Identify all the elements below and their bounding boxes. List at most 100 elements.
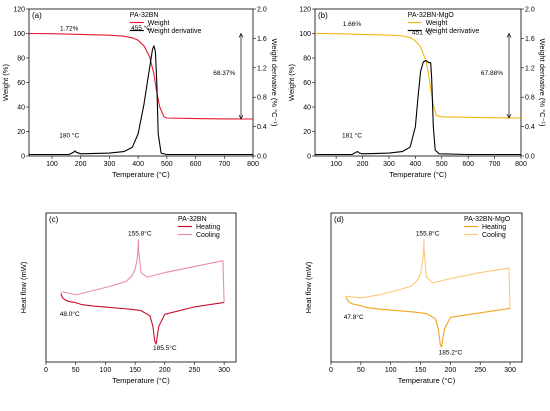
series-line-2 bbox=[345, 239, 511, 309]
arrow-head-down bbox=[238, 114, 244, 120]
x-tick-label: 150 bbox=[415, 367, 427, 374]
annotation-label: 155.8°C bbox=[128, 229, 152, 237]
legend-title: PA-32BN bbox=[130, 12, 159, 19]
chart-panel-3: (c) 0 50 100 150 200 250 300 Temperature (°C) Hea… bbox=[19, 212, 237, 385]
x-axis-label: Temperature (°C) bbox=[112, 170, 170, 179]
y-axis-label: Weight (%) bbox=[1, 64, 10, 101]
y-tick-label: 0 bbox=[307, 154, 311, 161]
annotation-label: 1.66% bbox=[343, 21, 362, 28]
series-line-2 bbox=[29, 45, 253, 156]
legend-entry-label: Weight bbox=[426, 20, 448, 27]
x-tick-label: 200 bbox=[159, 367, 171, 374]
x-tick-label: 250 bbox=[474, 367, 486, 374]
y2-tick-label: 0.0 bbox=[525, 154, 535, 161]
legend-title: PA-32BN-MgO bbox=[408, 12, 455, 19]
y-tick-label: 20 bbox=[17, 129, 25, 136]
arrow-head-up bbox=[506, 32, 512, 38]
chart-panel-4: (d) 0 50 100 150 200 250 300 Temperature (°C) Hea… bbox=[304, 212, 523, 385]
legend-entry-label: Cooling bbox=[482, 232, 506, 239]
legend-entry-label: Cooling bbox=[196, 232, 220, 239]
y-tick-label: 0 bbox=[21, 154, 25, 161]
y-tick-label: 40 bbox=[17, 105, 25, 112]
series-line-1 bbox=[345, 296, 511, 348]
x-tick-label: 300 bbox=[504, 367, 516, 374]
x-tick-label: 250 bbox=[189, 367, 201, 374]
annotation-label: 47.8°C bbox=[344, 313, 364, 321]
y-axis-label: Heat flow (mW) bbox=[19, 261, 28, 313]
legend-entry-label: Heating bbox=[482, 224, 506, 231]
annotation-label: 68.37% bbox=[213, 70, 235, 77]
x-tick-label: 300 bbox=[218, 367, 230, 374]
annotation-label: 155.8°C bbox=[416, 229, 440, 237]
y2-tick-label: 0.8 bbox=[525, 95, 535, 102]
x-tick-label: 100 bbox=[100, 367, 112, 374]
annotation-label: 455 °C bbox=[131, 24, 151, 32]
x-tick-label: 200 bbox=[75, 161, 87, 168]
panel-label: (a) bbox=[32, 11, 42, 20]
x-tick-label: 700 bbox=[218, 161, 230, 168]
x-tick-label: 300 bbox=[104, 161, 116, 168]
y-tick-label: 100 bbox=[13, 31, 25, 38]
arrow-head-down bbox=[506, 113, 512, 119]
x-axis-label: Temperature (°C) bbox=[112, 376, 170, 385]
annotation-label: 180 °C bbox=[59, 132, 79, 140]
y-axis-label: Heat flow (mW) bbox=[304, 261, 313, 313]
legend-entry-label: Weight derivative bbox=[148, 28, 202, 35]
series-line-2 bbox=[60, 239, 225, 303]
panel-label: (d) bbox=[334, 215, 344, 224]
annotation-label: 451 °C bbox=[412, 29, 432, 37]
x-tick-label: 700 bbox=[489, 161, 501, 168]
x-tick-label: 300 bbox=[383, 161, 395, 168]
x-tick-label: 200 bbox=[445, 367, 457, 374]
y2-tick-label: 1.2 bbox=[525, 65, 535, 72]
legend-title: PA-32BN-MgO bbox=[464, 216, 511, 223]
annotation-label: 1.72% bbox=[60, 25, 79, 32]
x-tick-label: 100 bbox=[385, 367, 397, 374]
x-tick-label: 800 bbox=[247, 161, 259, 168]
y2-tick-label: 0.0 bbox=[257, 154, 267, 161]
y-tick-label: 40 bbox=[303, 105, 311, 112]
panel-label: (c) bbox=[49, 215, 59, 224]
x-tick-label: 600 bbox=[462, 161, 474, 168]
y2-axis-label: Weight derivative (% °C⁻¹) bbox=[538, 38, 547, 127]
x-tick-label: 500 bbox=[161, 161, 173, 168]
x-tick-label: 0 bbox=[44, 367, 48, 374]
x-tick-label: 0 bbox=[329, 367, 333, 374]
series-line-1 bbox=[28, 32, 254, 120]
annotation-label: 181 °C bbox=[342, 132, 362, 140]
x-tick-label: 400 bbox=[132, 161, 144, 168]
arrow-head-up bbox=[238, 32, 244, 38]
y-tick-label: 100 bbox=[299, 31, 311, 38]
y-tick-label: 60 bbox=[303, 80, 311, 87]
x-tick-label: 100 bbox=[46, 161, 58, 168]
y2-tick-label: 0.8 bbox=[257, 95, 267, 102]
y2-tick-label: 0.4 bbox=[525, 124, 535, 131]
legend-title: PA-32BN bbox=[178, 216, 207, 223]
annotation-label: 48.0°C bbox=[60, 310, 80, 318]
y2-tick-label: 1.6 bbox=[525, 36, 535, 43]
plot-frame bbox=[330, 212, 523, 363]
y2-tick-label: 2.0 bbox=[525, 7, 535, 14]
series-line-1 bbox=[60, 293, 225, 345]
y-tick-label: 120 bbox=[299, 7, 311, 14]
y2-axis-label: Weight derivative (% °C⁻¹) bbox=[270, 38, 279, 127]
x-tick-label: 150 bbox=[129, 367, 141, 374]
legend-entry-label: Weight bbox=[148, 20, 170, 27]
x-tick-label: 100 bbox=[330, 161, 342, 168]
x-axis-label: Temperature (°C) bbox=[398, 376, 456, 385]
y2-tick-label: 0.4 bbox=[257, 124, 267, 131]
y-tick-label: 60 bbox=[17, 80, 25, 87]
x-tick-label: 200 bbox=[357, 161, 369, 168]
x-tick-label: 400 bbox=[410, 161, 422, 168]
panel-label: (b) bbox=[318, 11, 328, 20]
y-axis-label: Weight (%) bbox=[287, 64, 296, 101]
y2-tick-label: 2.0 bbox=[257, 7, 267, 14]
y2-tick-label: 1.6 bbox=[257, 36, 267, 43]
annotation-label: 185.5°C bbox=[153, 344, 177, 352]
annotation-label: 185.2°C bbox=[439, 349, 463, 357]
plot-frame bbox=[45, 212, 237, 363]
